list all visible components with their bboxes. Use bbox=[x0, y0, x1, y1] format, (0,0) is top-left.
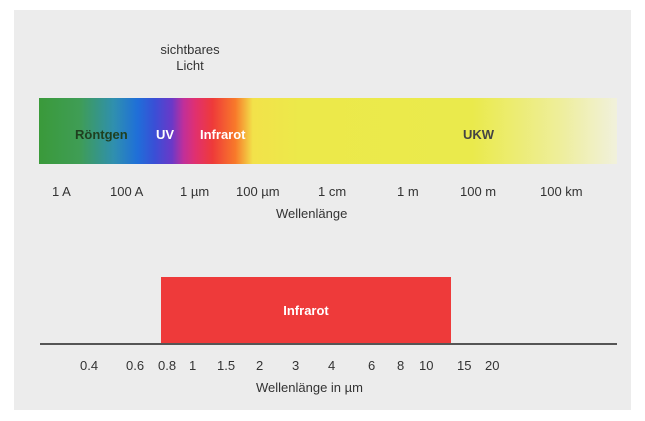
bottom-tick-label: 1 bbox=[189, 358, 197, 373]
band-label-uv: UV bbox=[156, 127, 175, 142]
bottom-tick-label: 1.5 bbox=[217, 358, 236, 373]
bottom-axis-line bbox=[40, 343, 617, 345]
top-tick-label: 1 A bbox=[52, 184, 71, 199]
top-tick-label: 100 µm bbox=[236, 184, 280, 199]
bottom-tick-label: 10 bbox=[419, 358, 434, 373]
band-label-roentgen: Röntgen bbox=[75, 127, 128, 142]
bottom-tick-label: 8 bbox=[397, 358, 405, 373]
bottom-tick-label: 4 bbox=[328, 358, 336, 373]
visible-light-label: sichtbares Licht bbox=[160, 42, 220, 73]
infrared-band-box bbox=[161, 277, 451, 345]
top-tick-label: 1 m bbox=[397, 184, 419, 199]
band-label-ukw: UKW bbox=[463, 127, 495, 142]
bottom-axis-title: Wellenlänge in µm bbox=[256, 380, 363, 395]
spectrum-bar bbox=[39, 98, 617, 164]
infrared-band-label: Infrarot bbox=[283, 303, 329, 318]
top-axis-title: Wellenlänge bbox=[276, 206, 348, 221]
top-tick-label: 1 µm bbox=[180, 184, 210, 199]
bottom-tick-label: 6 bbox=[368, 358, 376, 373]
bottom-tick-label: 15 bbox=[457, 358, 472, 373]
band-label-infrarot: Infrarot bbox=[200, 127, 246, 142]
bottom-tick-label: 20 bbox=[485, 358, 500, 373]
top-tick-label: 1 cm bbox=[318, 184, 347, 199]
bottom-tick-label: 2 bbox=[256, 358, 264, 373]
top-tick-label: 100 km bbox=[540, 184, 583, 199]
bottom-tick-label: 0.8 bbox=[158, 358, 177, 373]
bottom-tick-label: 3 bbox=[292, 358, 300, 373]
bottom-tick-label: 0.4 bbox=[80, 358, 99, 373]
top-tick-label: 100 m bbox=[460, 184, 497, 199]
top-tick-label: 100 A bbox=[110, 184, 144, 199]
bottom-tick-label: 0.6 bbox=[126, 358, 145, 373]
